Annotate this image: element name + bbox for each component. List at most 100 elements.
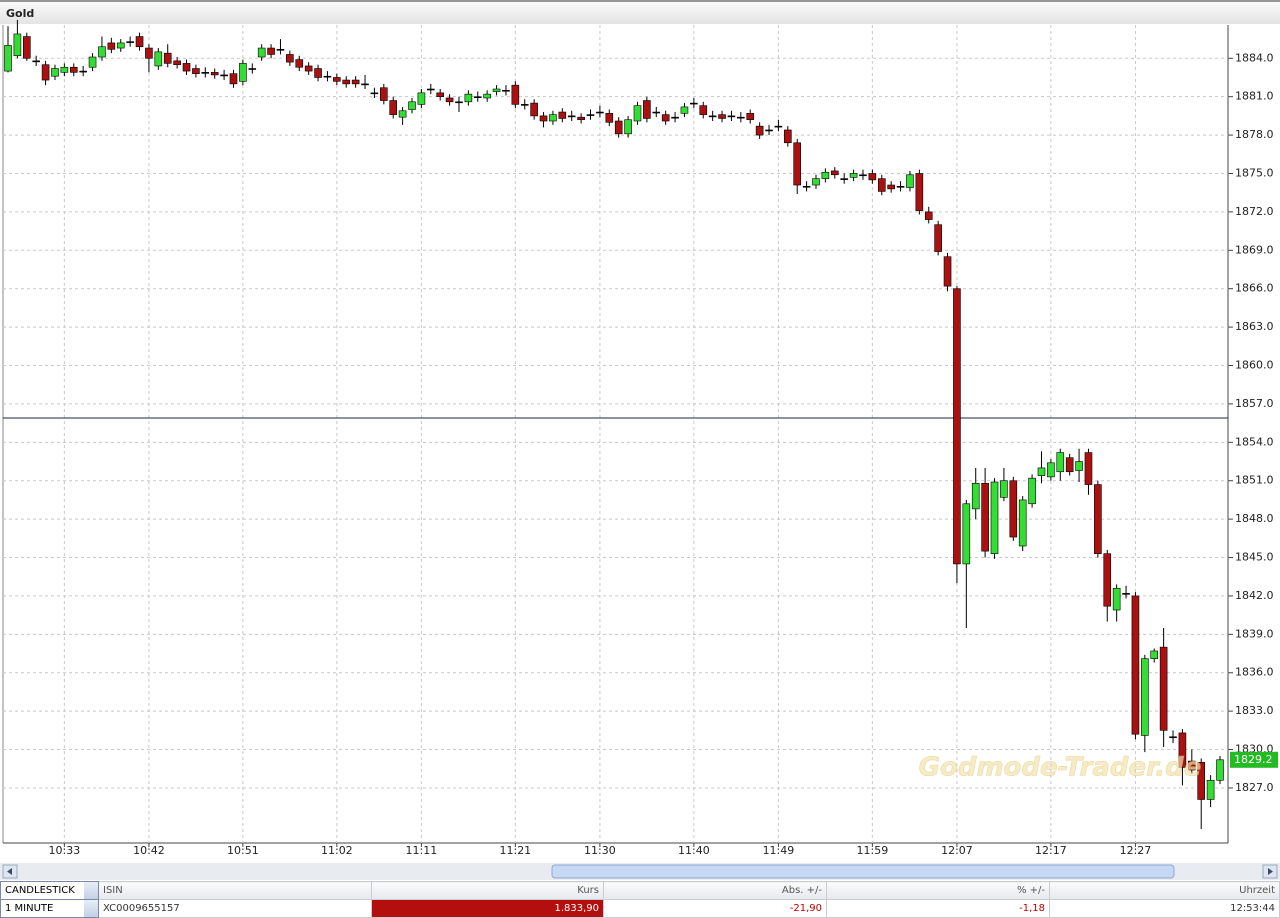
y-tick-label: 1842.0 [1235, 589, 1274, 602]
candle-body [445, 97, 454, 103]
x-tick-label: 10:33 [49, 844, 81, 857]
x-tick-label: 10:51 [227, 844, 259, 857]
y-tick-label: 1851.0 [1235, 474, 1274, 487]
candle-body [60, 66, 69, 73]
candle-body [173, 60, 181, 65]
y-tick-label: 1884.0 [1235, 51, 1274, 64]
candle-body [1047, 462, 1055, 478]
candle-body [643, 100, 651, 119]
candle-body [849, 173, 858, 178]
candle-body [746, 113, 755, 121]
candle-body [915, 173, 924, 211]
candle-body [380, 87, 388, 101]
candle-body [342, 79, 351, 85]
candle-body [502, 89, 510, 92]
chart-type-select[interactable]: CANDLESTICK [0, 881, 99, 900]
chart: Gold 1827.01830.01833.01836.01839.01842.… [0, 0, 1280, 880]
y-tick-label: 1872.0 [1235, 205, 1274, 218]
y-tick-label: 1833.0 [1235, 704, 1274, 717]
y-tick-label: 1863.0 [1235, 320, 1274, 333]
scroll-thumb[interactable] [551, 864, 1175, 879]
candle-body [79, 70, 87, 73]
candle-body [389, 100, 398, 115]
candle-body [727, 115, 736, 118]
y-tick-label: 1878.0 [1235, 128, 1274, 141]
candle-body [145, 47, 153, 59]
y-tick-label: 1866.0 [1235, 282, 1274, 295]
candle-body [614, 120, 623, 135]
header-cell: Kurs [371, 881, 604, 900]
x-tick-label: 12:07 [941, 844, 973, 857]
quote-table: CANDLESTICK ISIN Kurs Abs. +/- % +/- Uhr… [0, 881, 1280, 918]
y-tick-label: 1869.0 [1235, 243, 1274, 256]
candle-body [887, 184, 895, 190]
candle-body [1037, 467, 1046, 476]
x-tick-label: 11:30 [584, 844, 616, 857]
candle-body [192, 68, 200, 74]
candle-body [116, 42, 125, 49]
header-cell: ISIN [98, 881, 372, 900]
candle-body [69, 66, 78, 73]
cell: 1.833,90 [371, 899, 604, 918]
candle-body [417, 92, 426, 105]
y-tick-label: 1875.0 [1235, 166, 1274, 179]
candle-body [333, 77, 341, 82]
cell: 12:53:44 [1049, 899, 1280, 918]
candle-body [229, 73, 238, 85]
candle-body [605, 113, 614, 123]
candle-body [539, 115, 548, 122]
y-tick-label: 1860.0 [1235, 359, 1274, 372]
candle-body [624, 119, 632, 135]
interval-select[interactable]: 1 MINUTE [0, 899, 99, 918]
candle-body [586, 114, 595, 116]
candle-body [652, 111, 661, 114]
candle-body [1084, 452, 1093, 485]
candle-body [868, 173, 877, 181]
y-tick-label: 1857.0 [1235, 397, 1274, 410]
candle-body [351, 79, 360, 85]
candle-body [699, 105, 708, 115]
candle-body [802, 185, 811, 188]
y-tick-label: 1827.0 [1235, 781, 1274, 794]
candle-body [633, 105, 642, 122]
candle-body [154, 51, 163, 67]
cell: -1,18 [826, 899, 1050, 918]
candle-body [473, 96, 482, 98]
y-tick-label: 1848.0 [1235, 512, 1274, 525]
candle-body [1122, 593, 1130, 595]
cell: -21,90 [603, 899, 827, 918]
candle-body [830, 170, 839, 176]
candle-body [286, 54, 294, 63]
y-tick-label: 1839.0 [1235, 627, 1274, 640]
candle-body [971, 482, 980, 510]
candle-body [924, 211, 933, 220]
candle-body [1159, 646, 1168, 731]
table-header: CANDLESTICK ISIN Kurs Abs. +/- % +/- Uhr… [0, 881, 1280, 900]
candle-body [1188, 760, 1196, 771]
candle-body [690, 102, 698, 105]
candle-body [4, 45, 12, 72]
candle-body [257, 47, 266, 58]
y-tick-label: 1881.0 [1235, 90, 1274, 103]
header-cell: % +/- [826, 881, 1050, 900]
candle-body [990, 481, 999, 554]
x-tick-label: 11:21 [499, 844, 531, 857]
candle-body [295, 59, 304, 68]
candle-body [455, 101, 463, 104]
candle-body [220, 74, 228, 77]
candle-body [1131, 595, 1140, 735]
last-price-box [1230, 751, 1278, 768]
candle-body [774, 125, 783, 128]
candle-body [708, 115, 717, 118]
candle-body [981, 482, 989, 552]
candle-body [22, 36, 31, 59]
candle-body [1075, 461, 1083, 471]
candle-body [1112, 587, 1121, 611]
candle-body [426, 88, 435, 91]
header-bar [0, 0, 1280, 24]
candle-body [877, 178, 886, 192]
candle-body [765, 129, 773, 132]
last-price-label: 1829.2 [1234, 753, 1273, 766]
candle-body [1169, 736, 1177, 739]
